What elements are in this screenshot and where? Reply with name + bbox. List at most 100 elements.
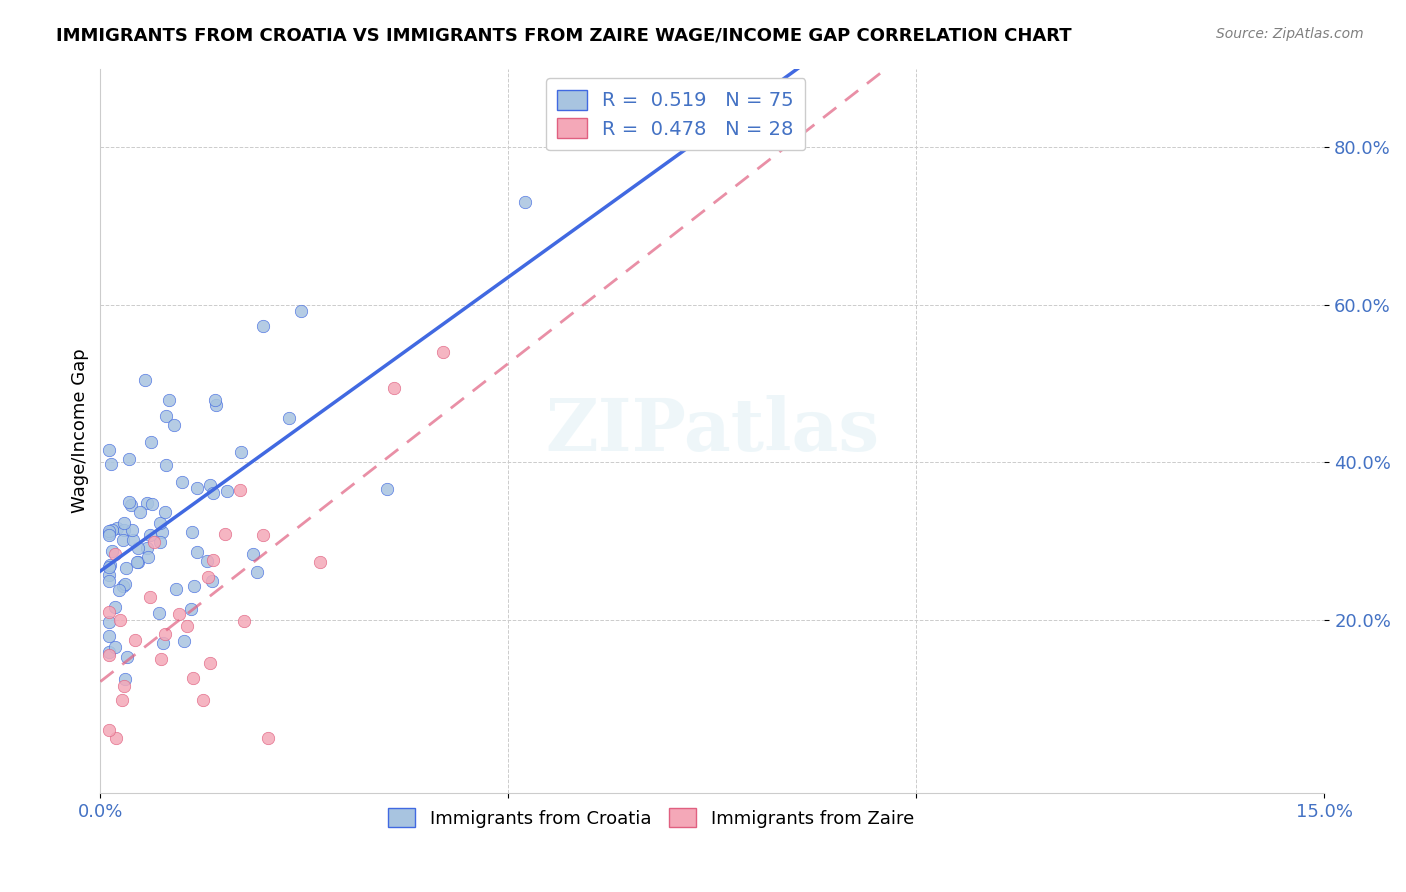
Point [256, 731, 278, 746]
Point [115, 560, 138, 574]
Point [97, 615, 120, 629]
Point [97, 568, 120, 582]
Point [136, 495, 159, 509]
Point [127, 541, 149, 555]
Point [229, 445, 252, 459]
Point [214, 527, 236, 541]
Point [127, 555, 149, 569]
Point [110, 613, 132, 627]
Point [201, 485, 224, 500]
Point [114, 577, 136, 591]
Point [180, 602, 202, 616]
Point [117, 494, 139, 508]
Point [232, 614, 254, 628]
Point [242, 547, 264, 561]
Point [108, 583, 131, 598]
Point [181, 525, 204, 540]
Point [104, 640, 127, 654]
Point [252, 527, 274, 541]
Point [97, 648, 120, 662]
Point [252, 318, 274, 333]
Point [97, 629, 120, 643]
Point [97, 528, 120, 542]
Point [155, 409, 177, 424]
Point [105, 521, 128, 535]
Point [172, 475, 194, 489]
Text: Source: ZipAtlas.com: Source: ZipAtlas.com [1216, 27, 1364, 41]
Point [100, 457, 122, 471]
Point [122, 533, 145, 548]
Point [375, 483, 398, 497]
Point [129, 505, 152, 519]
Point [115, 650, 138, 665]
Point [162, 418, 184, 433]
Point [111, 579, 134, 593]
Text: ZIPatlas: ZIPatlas [546, 395, 879, 467]
Point [153, 505, 176, 519]
Point [155, 458, 177, 472]
Point [186, 481, 208, 495]
Point [97, 645, 120, 659]
Point [139, 528, 162, 542]
Point [245, 565, 267, 579]
Point [157, 392, 180, 407]
Point [183, 579, 205, 593]
Point [513, 195, 536, 210]
Point [98, 558, 121, 572]
Point [149, 535, 172, 549]
Point [97, 574, 120, 589]
Point [118, 452, 141, 467]
Point [217, 483, 239, 498]
Point [148, 607, 170, 621]
Point [125, 555, 148, 569]
Point [176, 619, 198, 633]
Point [149, 652, 172, 666]
Point [134, 373, 156, 387]
Y-axis label: Wage/Income Gap: Wage/Income Gap [72, 349, 89, 513]
Point [112, 679, 135, 693]
Point [204, 398, 226, 412]
Point [149, 516, 172, 531]
Point [201, 574, 224, 588]
Point [186, 545, 208, 559]
Point [201, 552, 224, 566]
Point [197, 570, 219, 584]
Point [167, 607, 190, 621]
Point [204, 392, 226, 407]
Point [191, 692, 214, 706]
Point [97, 559, 120, 574]
Point [277, 411, 299, 425]
Point [141, 497, 163, 511]
Point [309, 555, 332, 569]
Point [143, 535, 166, 549]
Text: IMMIGRANTS FROM CROATIA VS IMMIGRANTS FROM ZAIRE WAGE/INCOME GAP CORRELATION CHA: IMMIGRANTS FROM CROATIA VS IMMIGRANTS FR… [56, 27, 1071, 45]
Point [195, 554, 218, 568]
Point [97, 526, 120, 541]
Point [198, 478, 221, 492]
Point [198, 657, 221, 671]
Point [150, 525, 173, 540]
Point [104, 547, 127, 561]
Point [229, 483, 252, 497]
Point [105, 731, 128, 746]
Point [121, 523, 143, 537]
Point [432, 345, 454, 359]
Point [112, 523, 135, 537]
Point [104, 600, 127, 615]
Point [97, 443, 120, 458]
Point [173, 633, 195, 648]
Point [98, 605, 121, 619]
Point [124, 632, 146, 647]
Point [101, 543, 124, 558]
Point [152, 636, 174, 650]
Point [155, 627, 177, 641]
Point [97, 524, 120, 538]
Point [97, 723, 120, 738]
Point [136, 541, 159, 556]
Point [138, 549, 160, 564]
Point [141, 435, 163, 450]
Point [112, 533, 135, 548]
Point [183, 671, 205, 685]
Point [382, 381, 405, 395]
Point [290, 303, 312, 318]
